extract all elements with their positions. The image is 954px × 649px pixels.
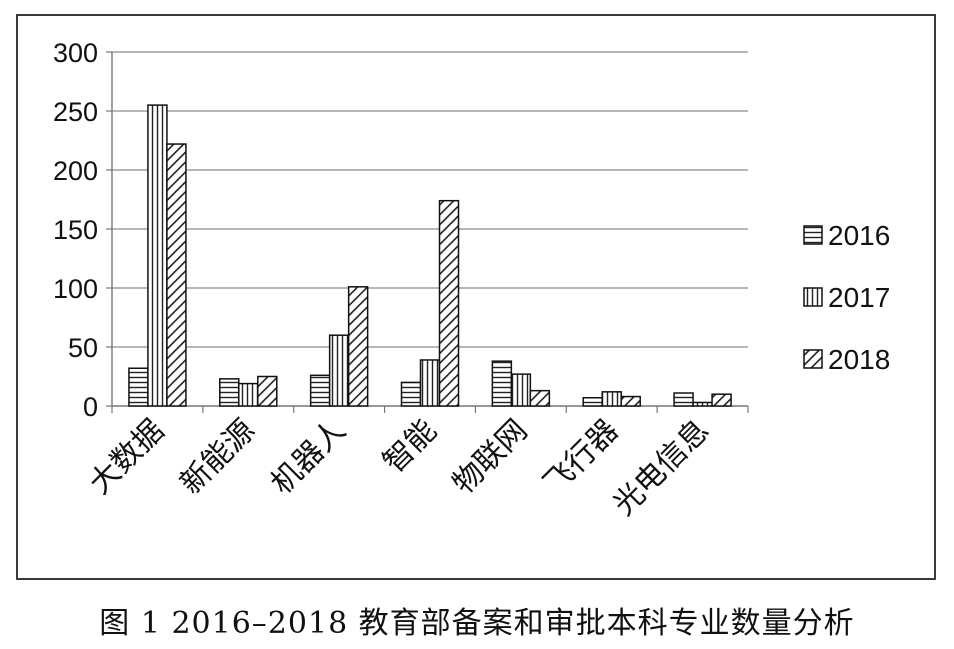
bar-2018-0 <box>166 143 187 407</box>
y-tick-label: 250 <box>53 97 98 127</box>
x-tick-label: 物联网 <box>446 413 534 501</box>
bar-2017-4 <box>510 373 532 407</box>
bar-2018-2 <box>347 286 369 407</box>
legend: 2016 2017 2018 <box>803 220 890 375</box>
bar-2016-6 <box>673 392 694 407</box>
x-tick-label: 光电信息 <box>607 413 717 523</box>
axes <box>106 51 749 413</box>
bar-2018-4 <box>529 389 551 407</box>
x-tick-label: 智能 <box>376 413 443 480</box>
legend-swatch-2017 <box>803 287 823 307</box>
bar-2018-5 <box>620 395 641 407</box>
y-tick-label: 50 <box>68 333 98 363</box>
bar-2016-1 <box>219 378 240 407</box>
bar-2018-6 <box>711 393 732 407</box>
x-tick-label: 机器人 <box>264 413 352 501</box>
bars <box>128 104 732 407</box>
y-tick-label: 200 <box>53 156 98 186</box>
bar-2018-3 <box>438 199 460 407</box>
bar-2018-1 <box>257 375 278 407</box>
bar-2016-0 <box>128 367 149 407</box>
bar-2016-4 <box>491 360 513 407</box>
legend-swatch-2018 <box>803 349 823 369</box>
bar-2017-6 <box>692 401 713 407</box>
bar-2017-1 <box>238 382 259 407</box>
figure-caption: 图 1 2016–2018 教育部备案和审批本科专业数量分析 <box>99 606 855 641</box>
legend-swatch-2016 <box>803 225 823 245</box>
legend-label-2018: 2018 <box>828 344 890 375</box>
bar-2016-2 <box>309 374 331 407</box>
x-tick-label: 飞行器 <box>537 413 625 501</box>
y-tick-label: 100 <box>53 274 98 304</box>
y-tick-label: 0 <box>83 392 98 422</box>
legend-label-2016: 2016 <box>828 220 890 251</box>
legend-label-2017: 2017 <box>828 282 890 313</box>
bar-2017-2 <box>328 334 350 407</box>
y-tick-label: 150 <box>53 215 98 245</box>
chart-frame <box>16 14 936 580</box>
bar-2017-0 <box>147 104 168 407</box>
y-tick-labels: 0 50 100 150 200 250 300 <box>53 38 98 422</box>
bar-2016-3 <box>400 381 422 407</box>
gridlines <box>112 51 748 348</box>
bar-2017-3 <box>419 359 441 407</box>
bar-2016-5 <box>582 396 603 407</box>
x-tick-label: 新能源 <box>174 413 262 501</box>
bar-2017-5 <box>601 391 622 407</box>
y-tick-label: 300 <box>53 38 98 68</box>
x-tick-label: 大数据 <box>83 413 171 501</box>
